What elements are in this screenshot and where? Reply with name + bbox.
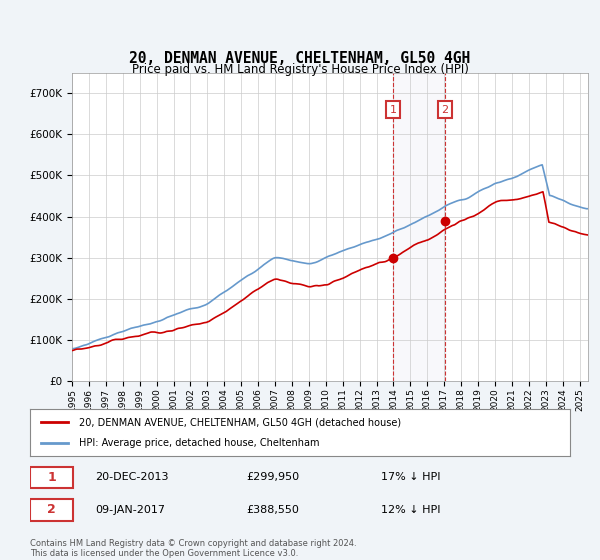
Text: HPI: Average price, detached house, Cheltenham: HPI: Average price, detached house, Chel… [79,438,319,448]
Text: Contains HM Land Registry data © Crown copyright and database right 2024.
This d: Contains HM Land Registry data © Crown c… [30,539,356,558]
FancyBboxPatch shape [30,466,73,488]
Text: 20-DEC-2013: 20-DEC-2013 [95,473,168,483]
Text: 1: 1 [389,105,397,115]
Text: 1: 1 [47,471,56,484]
Text: 20, DENMAN AVENUE, CHELTENHAM, GL50 4GH (detached house): 20, DENMAN AVENUE, CHELTENHAM, GL50 4GH … [79,417,401,427]
Text: Price paid vs. HM Land Registry's House Price Index (HPI): Price paid vs. HM Land Registry's House … [131,63,469,77]
Text: 20, DENMAN AVENUE, CHELTENHAM, GL50 4GH: 20, DENMAN AVENUE, CHELTENHAM, GL50 4GH [130,52,470,66]
Text: 17% ↓ HPI: 17% ↓ HPI [381,473,440,483]
Text: 09-JAN-2017: 09-JAN-2017 [95,505,165,515]
Text: 12% ↓ HPI: 12% ↓ HPI [381,505,440,515]
Bar [393,73,445,381]
Text: £388,550: £388,550 [246,505,299,515]
Text: 2: 2 [441,105,448,115]
Text: £299,950: £299,950 [246,473,299,483]
Text: 2: 2 [47,503,56,516]
FancyBboxPatch shape [30,499,73,521]
